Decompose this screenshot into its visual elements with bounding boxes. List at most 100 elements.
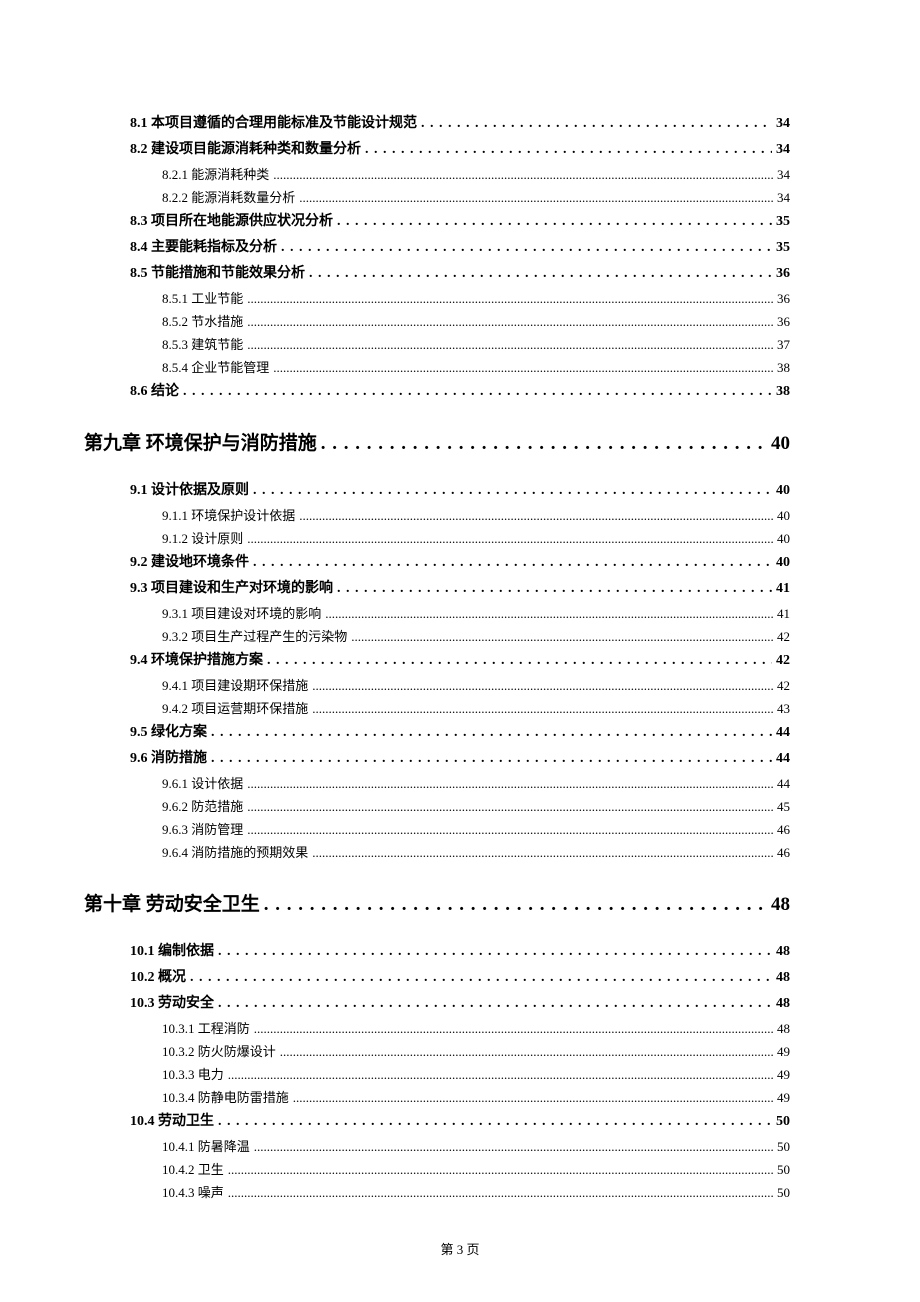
toc-page-number: 36: [776, 266, 790, 282]
toc-entry-section: 9.3 项目建设和生产对环境的影响41: [130, 577, 790, 597]
toc-page-number: 46: [777, 822, 790, 838]
toc-label: 9.3 项目建设和生产对环境的影响: [130, 577, 333, 597]
toc-entry-section: 10.1 编制依据48: [130, 940, 790, 960]
toc-leader-dots: [218, 1114, 772, 1130]
toc-leader-dots: [247, 531, 773, 547]
toc-leader-dots: [183, 384, 772, 400]
toc-page-number: 45: [777, 799, 790, 815]
toc-page-number: 46: [777, 845, 790, 861]
toc-entry-subsection: 9.4.1 项目建设期环保措施 42: [130, 675, 790, 694]
toc-leader-dots: [264, 894, 767, 916]
toc-entry-section: 9.1 设计依据及原则 40: [130, 479, 790, 499]
toc-entry-subsection: 8.2.1 能源消耗种类34: [130, 164, 790, 183]
toc-entry-section: 9.4 环境保护措施方案42: [130, 649, 790, 669]
toc-entry-section: 10.2 概况48: [130, 966, 790, 986]
toc-leader-dots: [247, 776, 773, 792]
toc-label: 10.3.4 防静电防雷措施: [162, 1087, 289, 1106]
toc-page-number: 44: [776, 751, 790, 767]
toc-entry-subsection: 10.4.2 卫生50: [130, 1159, 790, 1178]
toc-leader-dots: [365, 142, 772, 158]
toc-entry-subsection: 8.5.1 工业节能 36: [130, 288, 790, 307]
toc-label: 10.2 概况: [130, 966, 186, 986]
toc-label: 第九章 环境保护与消防措施: [84, 428, 317, 455]
toc-label: 8.2.2 能源消耗数量分析: [162, 187, 295, 206]
toc-entry-subsection: 9.6.4 消防措施的预期效果46: [130, 842, 790, 861]
toc-label: 9.6.1 设计依据: [162, 773, 243, 792]
toc-leader-dots: [312, 845, 773, 861]
toc-entry-section: 8.1 本项目遵循的合理用能标准及节能设计规范34: [130, 112, 790, 132]
toc-leader-dots: [309, 266, 772, 282]
toc-label: 第十章 劳动安全卫生: [84, 889, 260, 916]
toc-leader-dots: [273, 360, 773, 376]
toc-label: 10.3.3 电力: [162, 1064, 224, 1083]
toc-label: 9.1.1 环境保护设计依据: [162, 505, 295, 524]
toc-leader-dots: [299, 190, 773, 206]
toc-entry-subsection: 8.5.3 建筑节能37: [130, 334, 790, 353]
toc-entry-subsection: 10.3.4 防静电防雷措施49: [130, 1087, 790, 1106]
toc-leader-dots: [267, 653, 772, 669]
toc-label: 9.4 环境保护措施方案: [130, 649, 263, 669]
toc-label: 10.4.2 卫生: [162, 1159, 224, 1178]
toc-leader-dots: [312, 678, 773, 694]
toc-label: 9.4.1 项目建设期环保措施: [162, 675, 308, 694]
toc-page-number: 42: [777, 678, 790, 694]
toc-page-number: 41: [777, 606, 790, 622]
toc-leader-dots: [325, 606, 773, 622]
toc-label: 9.6 消防措施: [130, 747, 207, 767]
toc-label: 10.3.2 防火防爆设计: [162, 1041, 276, 1060]
toc-entry-subsection: 9.3.1 项目建设对环境的影响 41: [130, 603, 790, 622]
toc-page-number: 36: [777, 291, 790, 307]
toc-entry-section: 8.6 结论38: [130, 380, 790, 400]
toc-leader-dots: [247, 799, 773, 815]
toc-label: 8.5.1 工业节能: [162, 288, 243, 307]
toc-leader-dots: [211, 725, 772, 741]
toc-label: 9.3.2 项目生产过程产生的污染物: [162, 626, 347, 645]
toc-page-number: 40: [776, 483, 790, 499]
toc-leader-dots: [351, 629, 773, 645]
toc-label: 9.1.2 设计原则: [162, 528, 243, 547]
toc-leader-dots: [228, 1162, 773, 1178]
toc-label: 8.5.3 建筑节能: [162, 334, 243, 353]
toc-label: 9.1 设计依据及原则: [130, 479, 249, 499]
toc-leader-dots: [228, 1185, 773, 1201]
toc-page-number: 50: [777, 1139, 790, 1155]
toc-label: 10.4.1 防暑降温: [162, 1136, 250, 1155]
toc-entry-section: 8.2 建设项目能源消耗种类和数量分析34: [130, 138, 790, 158]
toc-page-number: 36: [777, 314, 790, 330]
toc-page-number: 40: [777, 531, 790, 547]
toc-entry-section: 8.3 项目所在地能源供应状况分析35: [130, 210, 790, 230]
toc-page-number: 34: [776, 116, 790, 132]
toc-leader-dots: [218, 996, 772, 1012]
toc-leader-dots: [293, 1090, 773, 1106]
toc-entry-subsection: 9.1.2 设计原则 40: [130, 528, 790, 547]
page-footer: 第 3 页: [0, 1239, 920, 1258]
toc-entry-subsection: 9.3.2 项目生产过程产生的污染物42: [130, 626, 790, 645]
toc-label: 8.6 结论: [130, 380, 179, 400]
toc-leader-dots: [421, 116, 772, 132]
toc-label: 9.3.1 项目建设对环境的影响: [162, 603, 321, 622]
toc-leader-dots: [254, 1021, 773, 1037]
toc-entry-subsection: 9.4.2 项目运营期环保措施43: [130, 698, 790, 717]
toc-leader-dots: [190, 970, 772, 986]
toc-label: 9.4.2 项目运营期环保措施: [162, 698, 308, 717]
toc-label: 10.4 劳动卫生: [130, 1110, 214, 1130]
toc-entry-section: 9.2 建设地环境条件40: [130, 551, 790, 571]
toc-page-number: 38: [777, 360, 790, 376]
toc-label: 8.5 节能措施和节能效果分析: [130, 262, 305, 282]
toc-entry-subsection: 10.3.3 电力49: [130, 1064, 790, 1083]
toc-page-number: 48: [777, 1021, 790, 1037]
toc-page-number: 44: [776, 725, 790, 741]
toc-page-number: 49: [777, 1044, 790, 1060]
toc-leader-dots: [253, 483, 772, 499]
toc-leader-dots: [273, 167, 773, 183]
toc-entry-subsection: 8.5.2 节水措施36: [130, 311, 790, 330]
toc-page-number: 48: [771, 894, 790, 916]
toc-leader-dots: [254, 1139, 773, 1155]
toc-label: 9.2 建设地环境条件: [130, 551, 249, 571]
toc-label: 8.3 项目所在地能源供应状况分析: [130, 210, 333, 230]
toc-entry-subsection: 9.6.3 消防管理46: [130, 819, 790, 838]
toc-entry-subsection: 9.1.1 环境保护设计依据40: [130, 505, 790, 524]
toc-entry-section: 10.4 劳动卫生50: [130, 1110, 790, 1130]
toc-leader-dots: [247, 822, 773, 838]
toc-page-number: 35: [776, 240, 790, 256]
